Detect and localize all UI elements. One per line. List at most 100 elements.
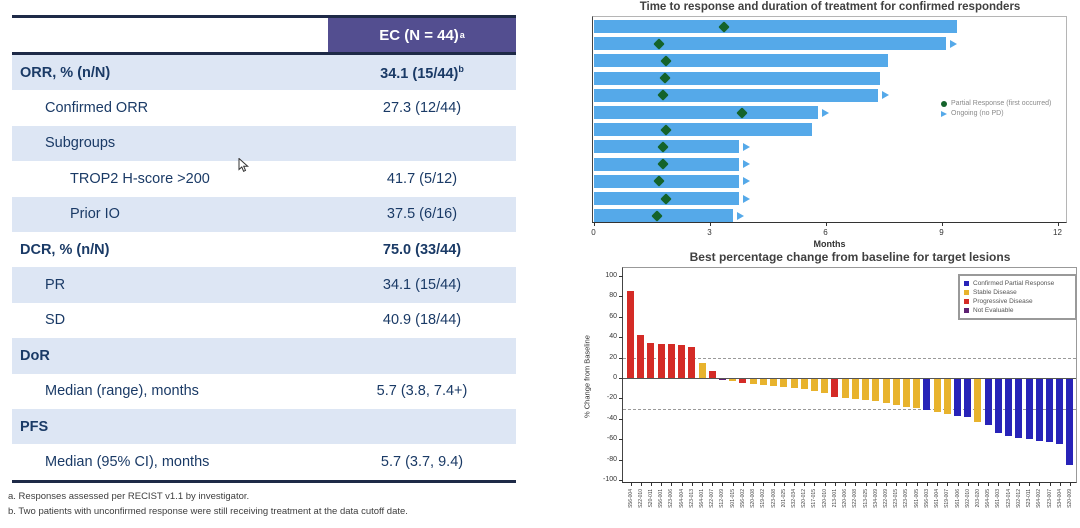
swimmer-bar (594, 71, 881, 85)
waterfall-x-tick-label: S61-004 (934, 489, 941, 508)
waterfall-x-tick (1069, 483, 1071, 486)
waterfall-bar (933, 379, 941, 412)
swimmer-x-tick-label: 0 (591, 228, 596, 237)
waterfall-x-tick-label: S20-009 (1066, 489, 1073, 508)
table-row: Median (95% CI), months 5.7 (3.7, 9.4) (12, 444, 516, 479)
waterfall-x-tick-label: S20-010 (821, 489, 828, 508)
waterfall-bar (913, 379, 921, 408)
waterfall-x-tick-label: S56-001 (658, 489, 665, 508)
waterfall-x-tick-label: S34-004 (1056, 489, 1063, 508)
waterfall-x-tick-label: S23-015 (893, 489, 900, 508)
waterfall-bar (739, 379, 747, 384)
waterfall-bar (892, 379, 900, 405)
table-row: DoR (12, 338, 516, 374)
waterfall-x-tick (640, 483, 642, 486)
waterfall-x-tick (712, 483, 714, 486)
swimmer-bar (594, 123, 813, 137)
waterfall-x-tick-label: S02-012 (1015, 489, 1022, 508)
waterfall-bar (1035, 379, 1043, 442)
table-row-label: Confirmed ORR (45, 100, 149, 117)
swimmer-x-tick-label: 9 (939, 228, 944, 237)
waterfall-bar (688, 347, 696, 378)
waterfall-x-tick-label: S12-009 (719, 489, 726, 508)
legend-label: Progressive Disease (973, 298, 1033, 305)
footnote-b: b. Two patients with unconfirmed respons… (8, 505, 408, 517)
waterfall-bar (627, 291, 634, 378)
swimmer-bar (594, 174, 739, 188)
swimmer-plot: 0 3 6 9 12 (591, 16, 1067, 237)
waterfall-x-tick (773, 483, 775, 486)
partial-response-marker-icon (941, 101, 947, 107)
waterfall-chart-title: Best percentage change from baseline for… (689, 250, 1011, 264)
ne-swatch-icon (964, 308, 969, 313)
table-row: Prior IO 37.5 (6/16) (12, 196, 516, 232)
waterfall-x-tick (865, 483, 867, 486)
waterfall-bar (657, 344, 665, 378)
table-row-label: DCR, % (n/N) (20, 241, 110, 258)
waterfall-x-tick-label: S56-003 (923, 489, 930, 508)
waterfall-y-tick-label: 20 (609, 353, 617, 361)
waterfall-bar (759, 379, 767, 386)
waterfall-bar (718, 379, 726, 381)
legend-label: Partial Response (first occurred) (951, 100, 1052, 107)
table-top-border (12, 15, 516, 18)
waterfall-y-tick (619, 316, 623, 318)
waterfall-x-tick-label: S64-001 (699, 489, 706, 508)
swimmer-legend: Partial Response (first occurred) Ongoing… (941, 99, 1051, 119)
waterfall-y-tick-label: 60 (609, 312, 617, 320)
waterfall-x-tick (1049, 483, 1051, 486)
legend-label: Stable Disease (973, 289, 1017, 296)
table-row-value: 27.3 (12/44) (382, 100, 462, 117)
pd-swatch-icon (964, 299, 969, 304)
waterfall-x-tick-label: S23-013 (688, 489, 695, 508)
waterfall-x-tick (753, 483, 755, 486)
waterfall-bar (831, 379, 839, 398)
waterfall-legend: Confirmed Partial Response Stable Disease… (958, 274, 1077, 320)
waterfall-y-tick-label: 100 (605, 272, 617, 279)
waterfall-bar (872, 379, 880, 402)
ongoing-arrow-icon (822, 108, 830, 117)
table-header-label: EC (N = 44) (379, 26, 459, 44)
waterfall-bar (841, 379, 849, 399)
waterfall-x-tick (681, 483, 683, 486)
waterfall-x-tick-label: S22-008 (852, 489, 859, 508)
efficacy-table-rows: ORR, % (n/N) 34.1 (15/44)b Confirmed ORR 27… (12, 55, 516, 480)
waterfall-bar (1056, 379, 1064, 445)
waterfall-x-tick-label: S23-014 (1005, 489, 1012, 508)
table-row-value: 5.7 (3.7, 9.4) (380, 453, 464, 470)
waterfall-x-tick-label: S23-006 (668, 489, 675, 508)
table-header-row: EC (N = 44) a (12, 18, 516, 52)
waterfall-bar (943, 379, 951, 414)
waterfall-bar (647, 343, 655, 378)
waterfall-y-tick-label: -100 (602, 476, 617, 483)
waterfall-x-tick (834, 483, 836, 486)
table-row: Confirmed ORR 27.3 (12/44) (12, 90, 516, 125)
footnote-a: a. Responses assessed per RECIST v1.1 by… (8, 490, 250, 502)
ongoing-arrow-icon (743, 177, 750, 186)
waterfall-x-tick (804, 483, 806, 486)
waterfall-y-tick-label: -20 (606, 394, 617, 402)
waterfall-bar (708, 370, 716, 378)
waterfall-bar (862, 379, 870, 401)
waterfall-x-tick (896, 483, 898, 486)
waterfall-bar (994, 379, 1002, 434)
waterfall-bar (974, 379, 982, 422)
waterfall-x-tick (875, 483, 877, 486)
waterfall-x-tick-label: S01-015 (729, 489, 736, 508)
waterfall-x-tick-label: 201-025 (780, 489, 787, 508)
legend-label: Ongoing (no PD) (951, 110, 1004, 117)
waterfall-x-tick-label: S23-005 (903, 489, 910, 508)
legend-item: Not Evaluable (964, 306, 1071, 315)
swimmer-bar (594, 88, 879, 102)
waterfall-y-axis-label: % Change from Baseline (582, 335, 592, 418)
waterfall-bar (984, 379, 992, 425)
ongoing-arrow-icon (882, 91, 890, 100)
table-row: PFS (12, 408, 516, 445)
waterfall-bar (637, 335, 645, 378)
swimmer-x-tick (825, 223, 827, 226)
waterfall-x-tick-label: 213-001 (831, 489, 838, 508)
table-row: DCR, % (n/N) 75.0 (33/44) (12, 232, 516, 267)
waterfall-bar (923, 379, 931, 410)
swimmer-bar (594, 54, 888, 68)
